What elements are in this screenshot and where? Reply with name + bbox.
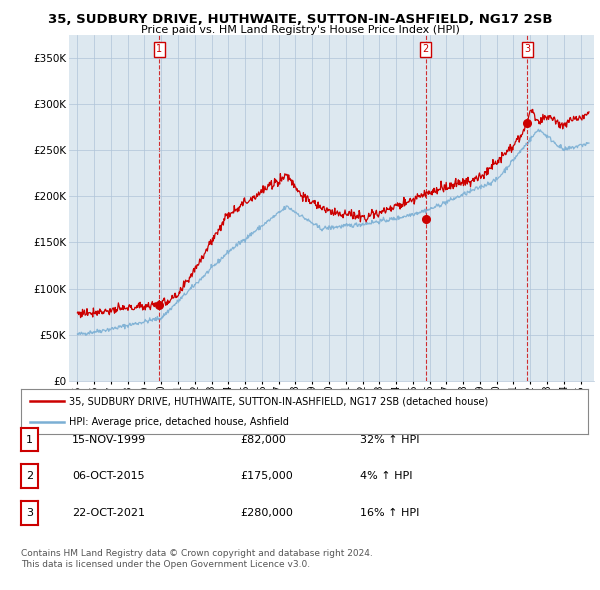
Text: 2: 2 [26, 471, 33, 481]
Text: 1: 1 [26, 435, 33, 444]
Text: 1: 1 [156, 44, 163, 54]
Text: 3: 3 [524, 44, 530, 54]
Text: Price paid vs. HM Land Registry's House Price Index (HPI): Price paid vs. HM Land Registry's House … [140, 25, 460, 35]
Text: This data is licensed under the Open Government Licence v3.0.: This data is licensed under the Open Gov… [21, 560, 310, 569]
Text: £82,000: £82,000 [240, 435, 286, 444]
Text: 3: 3 [26, 508, 33, 517]
Text: 4% ↑ HPI: 4% ↑ HPI [360, 471, 413, 481]
Text: 15-NOV-1999: 15-NOV-1999 [72, 435, 146, 444]
Text: £280,000: £280,000 [240, 508, 293, 517]
Text: Contains HM Land Registry data © Crown copyright and database right 2024.: Contains HM Land Registry data © Crown c… [21, 549, 373, 558]
Text: 16% ↑ HPI: 16% ↑ HPI [360, 508, 419, 517]
Text: HPI: Average price, detached house, Ashfield: HPI: Average price, detached house, Ashf… [69, 417, 289, 427]
Text: 35, SUDBURY DRIVE, HUTHWAITE, SUTTON-IN-ASHFIELD, NG17 2SB (detached house): 35, SUDBURY DRIVE, HUTHWAITE, SUTTON-IN-… [69, 396, 488, 407]
Text: 32% ↑ HPI: 32% ↑ HPI [360, 435, 419, 444]
Text: 35, SUDBURY DRIVE, HUTHWAITE, SUTTON-IN-ASHFIELD, NG17 2SB: 35, SUDBURY DRIVE, HUTHWAITE, SUTTON-IN-… [48, 13, 552, 26]
Text: 22-OCT-2021: 22-OCT-2021 [72, 508, 145, 517]
Text: £175,000: £175,000 [240, 471, 293, 481]
Text: 2: 2 [422, 44, 429, 54]
Text: 06-OCT-2015: 06-OCT-2015 [72, 471, 145, 481]
